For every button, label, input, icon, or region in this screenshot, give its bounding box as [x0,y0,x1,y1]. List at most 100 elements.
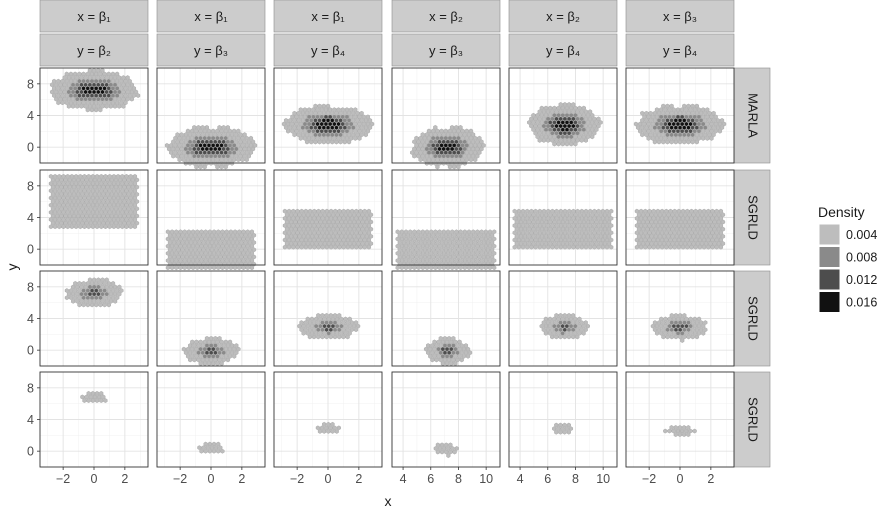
hexbin-cell [79,75,84,80]
hexbin-cell [292,110,297,116]
hexbin-cell [473,240,478,245]
hexbin-cell [217,132,222,137]
hexbin-cell [450,146,455,152]
hexbin-cell [233,243,238,249]
hexbin-cell [244,135,249,141]
hexbin-cell [577,241,582,246]
hexbin-cell [107,202,112,208]
hexbin-cell [65,181,70,186]
hexbin-cell [227,128,232,134]
hexbin-cell [124,224,129,230]
hexbin-cell [218,261,223,267]
hexbin-cell [53,202,58,208]
hexbin-cell [584,237,589,243]
hexbin-cell [675,121,680,127]
hexbin-cell [172,247,177,253]
hexbin-cell [99,188,104,194]
hexbin-cell [684,428,689,434]
hexbin-cell [288,125,293,131]
hexbin-cell [167,146,172,152]
hexbin-cell [568,426,573,432]
hexbin-cell [249,243,254,249]
hexbin-cell [408,229,413,235]
hexbin-cell [686,118,691,123]
hexbin-cell [607,233,612,239]
hexbin-cell [712,212,717,218]
hexbin-cell [588,230,593,236]
hexbin-cell [452,128,457,134]
hexbin-cell [74,217,79,222]
hexbin-cell [605,237,610,243]
hexbin-cell [87,291,92,297]
hexbin-cell [450,124,455,130]
hexbin-cell [514,241,519,246]
hexbin-cell [567,123,572,129]
hexbin-cell [633,121,638,127]
facet-panel [39,270,149,367]
hexbin-cell [657,233,663,239]
hexbin-cell [330,132,335,138]
hexbin-cell [490,254,495,260]
hexbin-cell [128,209,133,215]
hexbin-cell [592,130,597,136]
hexbin-cell [105,220,110,226]
hexbin-cell [328,312,333,318]
hexbin-cell [215,361,220,366]
hexbin-cell [68,71,73,77]
hexbin-cell [673,132,678,138]
hexbin-cell [546,116,551,122]
hexbin-cell [186,346,191,352]
hexbin-cell [703,132,708,138]
hexbin-cell [197,445,202,451]
hexbin-cell [592,208,597,214]
hexbin-cell [594,212,599,218]
hexbin-cell [182,236,187,242]
hexbin-cell [202,164,207,170]
hexbin-cell [662,219,667,225]
hexbin-cell [694,110,699,116]
hexbin-cell [681,244,686,250]
hexbin-cell [683,212,688,218]
hexbin-cell [132,181,137,186]
hexbin-cell [78,195,83,201]
hexbin-cell [61,209,66,215]
hexbin-cell [665,132,670,138]
hexbin-cell [418,135,423,141]
hexbin-cell [677,425,682,430]
hexbin-cell [344,121,349,127]
hexbin-cell [594,120,599,125]
hexbin-cell [590,219,595,225]
hexbin-cell [116,173,121,179]
hexbin-cell [533,237,538,243]
hexbin-cell [99,398,104,403]
hexbin-cell [420,250,425,256]
hexbin-cell [657,132,662,138]
hexbin-cell [564,127,570,133]
hexbin-cell [181,135,186,141]
hexbin-cell [105,191,110,197]
hexbin-cell [431,150,436,155]
hexbin-cell [224,229,229,235]
hexbin-cell [449,361,454,366]
hexbin-cell [688,330,693,336]
hexbin-cell [128,217,133,222]
hexbin-cell [641,233,646,239]
hexbin-cell [573,233,578,239]
hexbin-cell [456,150,461,155]
hexbin-cell [207,346,212,352]
hexbin-cell [544,226,549,232]
column-strip-x: x = β₃ [625,0,735,33]
hexbin-cell [312,230,317,236]
hexbin-cell [669,103,674,109]
hexbin-cell [111,209,116,215]
hexbin-cell [575,244,580,250]
hexbin-cell [525,223,530,228]
hexbin-cell [685,230,690,236]
hexbin-cell [684,107,689,113]
hexbin-cell [558,130,563,136]
hexbin-cell [312,208,317,214]
hexbin-cell [690,118,695,123]
hexbin-cell [237,229,242,235]
hexbin-cell [61,217,66,222]
hexbin-cell [116,188,121,194]
